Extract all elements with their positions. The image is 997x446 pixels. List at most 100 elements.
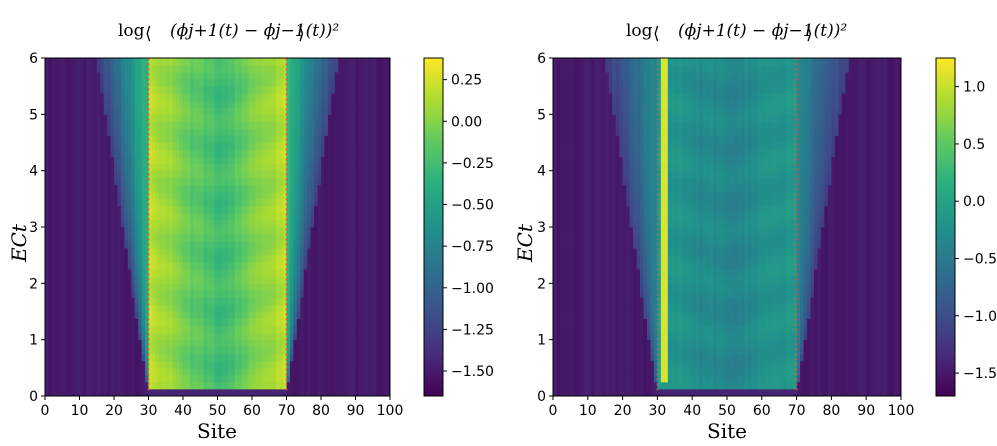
heatmap-cell [183, 262, 187, 270]
heatmap-cell [279, 318, 284, 326]
heatmap-cell [376, 234, 381, 242]
heatmap-cell [362, 205, 367, 214]
heatmap-cell [238, 353, 243, 362]
heatmap-cell [96, 339, 101, 348]
heatmap-cell [245, 283, 249, 291]
heatmap-cell [72, 86, 77, 94]
heatmap-cell [148, 346, 153, 355]
heatmap-cell [196, 163, 201, 172]
heatmap-cell [69, 283, 73, 291]
heatmap-cell [48, 290, 53, 298]
heatmap-cell [141, 304, 146, 312]
heatmap-cell [289, 227, 294, 235]
heatmap-cell [45, 205, 49, 214]
heatmap-cell [355, 325, 360, 334]
heatmap-cell [352, 107, 356, 115]
heatmap-cell [138, 318, 142, 326]
heatmap-cell [93, 93, 98, 101]
heatmap-cell [238, 339, 243, 348]
heatmap-cell [193, 234, 198, 242]
heatmap-cell [376, 255, 381, 263]
heatmap-cell [86, 381, 91, 390]
heatmap-cell [317, 234, 322, 242]
heatmap-cell [117, 93, 122, 101]
heatmap-cell [365, 170, 370, 179]
heatmap-cell [138, 381, 142, 390]
heatmap-cell [369, 219, 374, 228]
heatmap-cell [93, 128, 98, 136]
heatmap-cell [114, 121, 118, 129]
heatmap-cell [183, 107, 187, 115]
heatmap-cell [362, 227, 367, 235]
heatmap-cell [107, 325, 111, 334]
heatmap-cell [107, 311, 111, 319]
heatmap-cell [58, 93, 63, 101]
heatmap-cell [289, 346, 294, 355]
heatmap-cell [179, 283, 184, 291]
heatmap-cell [89, 325, 94, 334]
heatmap-cell [207, 374, 211, 383]
heatmap-cell [348, 255, 353, 263]
heatmap-cell [145, 290, 149, 298]
heatmap-cell [265, 297, 270, 305]
heatmap-cell [124, 191, 129, 200]
heatmap-cell [45, 121, 49, 129]
heatmap-cell [348, 388, 353, 397]
heatmap-cell [131, 142, 136, 150]
heatmap-cell [303, 142, 308, 150]
heatmap-cell [117, 149, 122, 157]
heatmap-cell [362, 128, 367, 136]
heatmap-cell [289, 184, 294, 193]
y-tick-label: 1 [29, 333, 38, 349]
heatmap-cell [300, 163, 305, 172]
heatmap-cell [79, 346, 84, 355]
heatmap-cell [55, 241, 60, 249]
heatmap-cell [69, 149, 73, 157]
heatmap-cell [55, 58, 60, 66]
heatmap-cell [58, 325, 63, 334]
heatmap-cell [317, 367, 322, 376]
heatmap-cell [279, 177, 284, 186]
heatmap-cell [303, 248, 308, 256]
heatmap-cell [69, 248, 73, 256]
heatmap-cell [269, 191, 274, 200]
heatmap-cell [51, 170, 56, 179]
heatmap-cell [365, 367, 370, 376]
heatmap-cell [210, 135, 215, 143]
heatmap-cell [293, 107, 298, 115]
heatmap-cell [231, 72, 236, 80]
heatmap-cell [210, 156, 215, 165]
heatmap-cell [303, 318, 308, 326]
heatmap-cell [62, 234, 67, 242]
heatmap-cell [58, 79, 63, 87]
heatmap-cell [200, 346, 205, 355]
heatmap-cell [217, 100, 222, 108]
heatmap-cell [859, 388, 864, 397]
heatmap-cell [120, 100, 125, 108]
heatmap-cell [172, 184, 177, 193]
heatmap-cell [317, 93, 322, 101]
heatmap-cell [358, 367, 363, 376]
heatmap-cell [234, 388, 239, 397]
heatmap-cell [365, 149, 370, 157]
heatmap-cell [220, 255, 225, 263]
heatmap-cell [82, 318, 87, 326]
heatmap-cell [107, 100, 111, 108]
heatmap-cell [386, 121, 391, 129]
heatmap-cell [286, 149, 291, 157]
heatmap-cell [231, 219, 236, 228]
heatmap-cell [605, 381, 610, 390]
heatmap-cell [258, 381, 263, 390]
heatmap-cell [165, 234, 170, 242]
heatmap-cell [107, 121, 111, 129]
heatmap-cell [307, 353, 312, 362]
heatmap-cell [45, 65, 49, 73]
heatmap-cell [231, 304, 236, 312]
heatmap-cell [186, 381, 191, 390]
heatmap-cell [79, 142, 84, 150]
heatmap-cell [193, 248, 198, 256]
heatmap-cell [348, 58, 353, 66]
heatmap-cell [186, 107, 191, 115]
heatmap-cell [296, 388, 301, 397]
heatmap-cell [362, 142, 367, 150]
